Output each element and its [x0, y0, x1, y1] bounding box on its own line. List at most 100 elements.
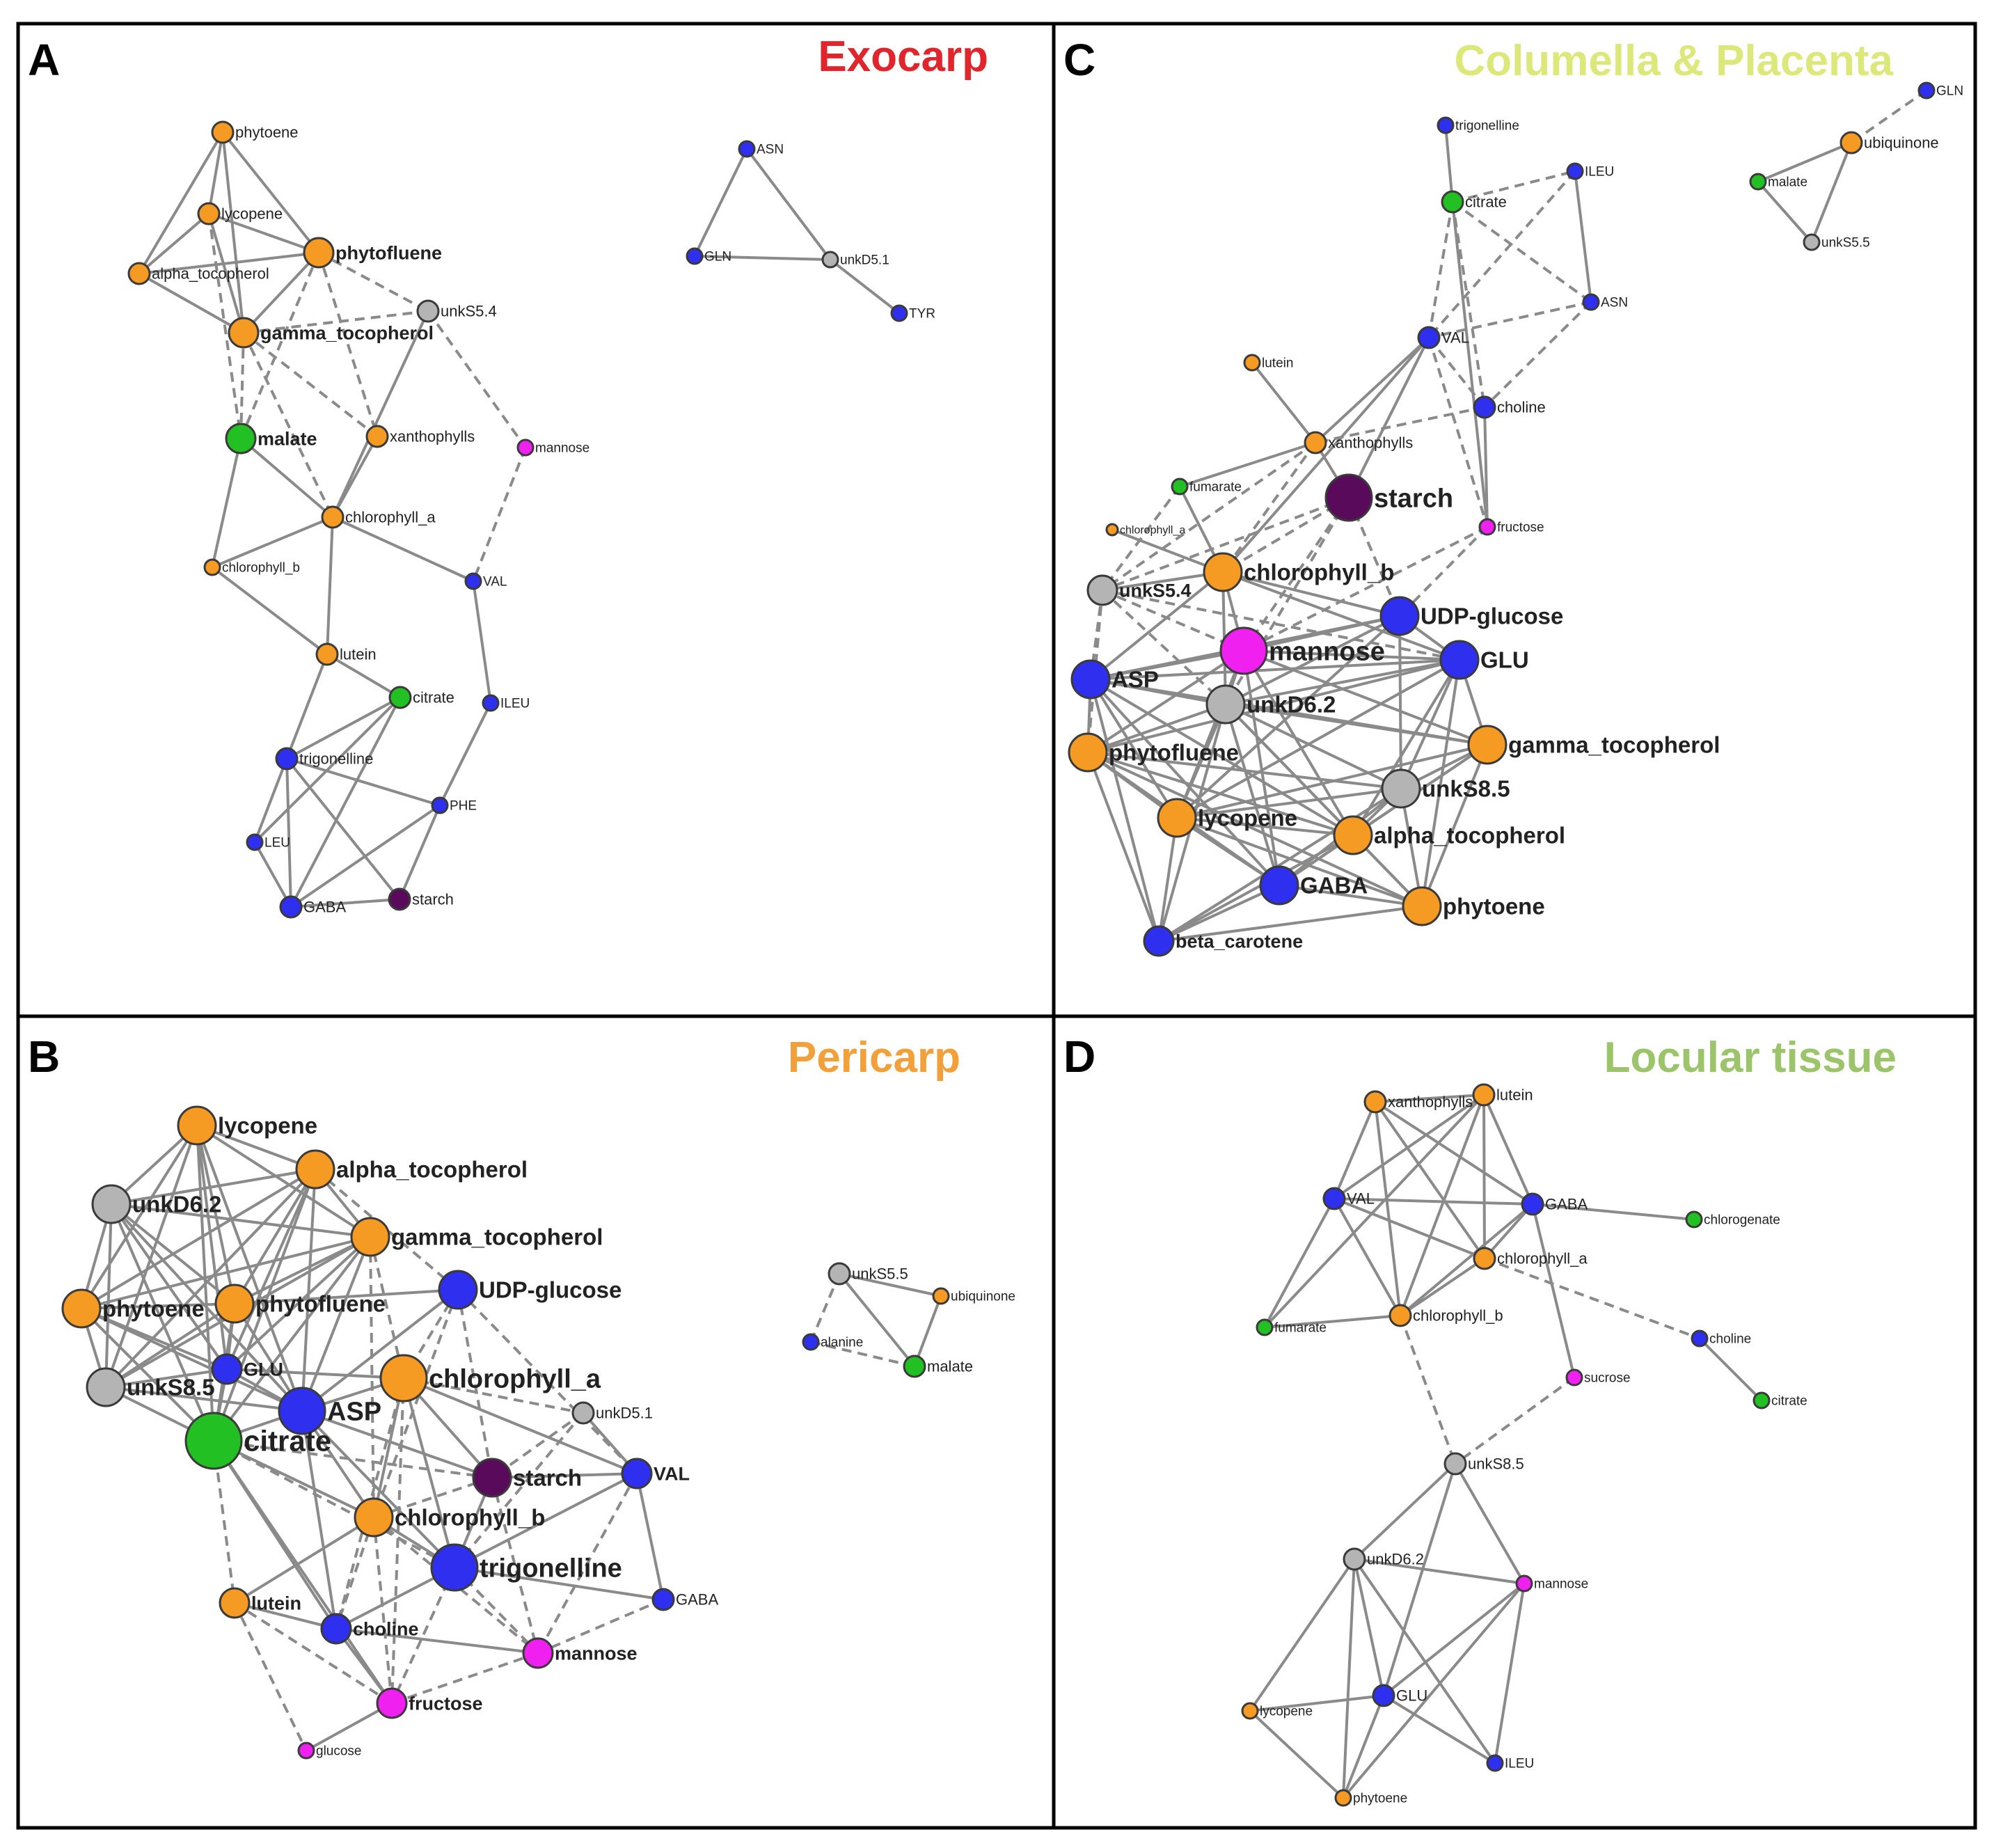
node-circle[interactable] — [1334, 1789, 1352, 1807]
node-chla[interactable]: chlorophyll_a — [321, 505, 436, 529]
node-lycopene[interactable]: lycopene — [1157, 798, 1297, 838]
node-phytofluene[interactable]: phytofluene — [214, 1284, 386, 1324]
node-chlb[interactable]: chlorophyll_b — [354, 1497, 545, 1538]
node-circle[interactable] — [1381, 768, 1421, 809]
node-circle[interactable] — [1322, 1187, 1346, 1210]
node-choline[interactable]: choline — [320, 1613, 419, 1645]
node-circle[interactable] — [621, 1458, 653, 1490]
node-circle[interactable] — [278, 1387, 326, 1435]
node-circle[interactable] — [184, 1412, 243, 1470]
node-citrate[interactable]: citrate — [184, 1412, 331, 1470]
node-circle[interactable] — [1437, 116, 1455, 134]
node-circle[interactable] — [890, 304, 908, 322]
node-trig[interactable]: trigonelline — [275, 747, 373, 771]
node-circle[interactable] — [219, 1587, 251, 1619]
node-circle[interactable] — [1070, 659, 1111, 700]
node-unkS55[interactable]: unkS5.5 — [1803, 233, 1870, 251]
node-circle[interactable] — [516, 439, 535, 457]
node-circle[interactable] — [354, 1497, 394, 1538]
node-circle[interactable] — [297, 1742, 315, 1760]
node-chla[interactable]: chlorophyll_a — [379, 1354, 601, 1403]
node-circle[interactable] — [1363, 1090, 1387, 1114]
node-chla[interactable]: chlorophyll_a — [1473, 1247, 1588, 1270]
node-unkS85[interactable]: unkS8.5 — [1381, 768, 1510, 809]
node-gamma_toc[interactable]: gamma_tocopherol — [228, 317, 434, 349]
node-circle[interactable] — [431, 796, 449, 814]
node-GLN[interactable]: GLN — [1917, 81, 1963, 100]
node-phytofluene[interactable]: phytofluene — [1068, 732, 1239, 773]
node-starch[interactable]: starch — [472, 1458, 582, 1498]
node-circle[interactable] — [1203, 552, 1243, 592]
node-circle[interactable] — [1219, 626, 1268, 675]
node-unkD62[interactable]: unkD6.2 — [1205, 684, 1336, 725]
node-circle[interactable] — [1304, 431, 1327, 455]
node-alanine[interactable]: alanine — [802, 1333, 863, 1351]
node-circle[interactable] — [1157, 798, 1197, 838]
node-circle[interactable] — [1443, 1452, 1467, 1476]
node-lycopene[interactable]: lycopene — [1241, 1702, 1313, 1720]
node-circle[interactable] — [416, 299, 440, 323]
node-unkS85[interactable]: unkS8.5 — [1443, 1452, 1524, 1476]
node-chlb[interactable]: chlorophyll_b — [203, 558, 300, 576]
node-circle[interactable] — [246, 833, 264, 851]
node-choline[interactable]: choline — [1473, 395, 1546, 419]
node-circle[interactable] — [1372, 1684, 1395, 1707]
node-phytoene[interactable]: phytoene — [211, 120, 299, 144]
node-circle[interactable] — [1402, 886, 1442, 926]
node-circle[interactable] — [1143, 925, 1175, 957]
node-circle[interactable] — [903, 1355, 926, 1378]
node-GABA[interactable]: GABA — [279, 895, 346, 919]
node-mannose[interactable]: mannose — [1219, 626, 1385, 675]
node-circle[interactable] — [1486, 1754, 1504, 1772]
node-mannose[interactable]: mannose — [522, 1637, 638, 1669]
node-circle[interactable] — [1086, 574, 1118, 606]
node-circle[interactable] — [802, 1333, 820, 1351]
node-alpha_toc[interactable]: alpha_tocopherol — [295, 1149, 528, 1190]
node-circle[interactable] — [214, 1284, 255, 1324]
node-circle[interactable] — [177, 1105, 217, 1146]
node-GABA[interactable]: GABA — [651, 1588, 718, 1611]
node-circle[interactable] — [279, 895, 303, 919]
node-circle[interactable] — [430, 1543, 479, 1592]
node-ILEU[interactable]: ILEU — [1486, 1754, 1534, 1772]
node-circle[interactable] — [1205, 684, 1246, 725]
node-lycopene[interactable]: lycopene — [197, 202, 283, 226]
node-circle[interactable] — [61, 1288, 102, 1329]
node-circle[interactable] — [1917, 81, 1936, 100]
node-TYR[interactable]: TYR — [890, 304, 935, 322]
node-circle[interactable] — [482, 694, 500, 712]
node-GABA[interactable]: GABA — [1259, 865, 1368, 906]
node-xanth[interactable]: xanthophylls — [365, 425, 475, 448]
node-GLN[interactable]: GLN — [686, 247, 731, 265]
node-circle[interactable] — [1521, 1192, 1544, 1216]
node-fumarate[interactable]: fumarate — [1171, 477, 1242, 496]
node-phytoene[interactable]: phytoene — [1334, 1789, 1407, 1807]
node-ILEU[interactable]: ILEU — [482, 694, 530, 712]
node-circle[interactable] — [1243, 354, 1261, 372]
node-GLU[interactable]: GLU — [211, 1353, 283, 1385]
node-circle[interactable] — [651, 1588, 675, 1611]
node-chlb[interactable]: chlorophyll_b — [1388, 1304, 1503, 1327]
node-chla[interactable]: chlorophyll_a — [1105, 523, 1185, 537]
node-circle[interactable] — [1256, 1318, 1274, 1336]
node-circle[interactable] — [438, 1270, 478, 1310]
node-mannose[interactable]: mannose — [1515, 1574, 1588, 1593]
node-circle[interactable] — [1171, 477, 1189, 496]
node-chlorog[interactable]: chlorogenate — [1685, 1210, 1780, 1229]
node-circle[interactable] — [1691, 1329, 1709, 1348]
node-circle[interactable] — [464, 572, 482, 590]
node-circle[interactable] — [379, 1354, 428, 1403]
node-circle[interactable] — [1515, 1574, 1533, 1593]
node-choline[interactable]: choline — [1691, 1329, 1751, 1348]
node-ASP[interactable]: ASP — [1070, 659, 1159, 700]
node-circle[interactable] — [315, 642, 339, 666]
node-circle[interactable] — [295, 1149, 335, 1190]
node-circle[interactable] — [350, 1217, 390, 1257]
node-circle[interactable] — [828, 1262, 851, 1286]
node-xanth[interactable]: xanthophylls — [1304, 431, 1413, 455]
node-circle[interactable] — [1473, 1247, 1496, 1270]
node-circle[interactable] — [1068, 732, 1108, 773]
node-circle[interactable] — [127, 262, 151, 285]
node-lutein[interactable]: lutein — [219, 1587, 301, 1619]
node-VAL[interactable]: VAL — [464, 572, 507, 590]
